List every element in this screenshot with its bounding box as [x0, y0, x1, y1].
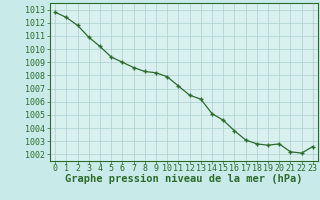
X-axis label: Graphe pression niveau de la mer (hPa): Graphe pression niveau de la mer (hPa)	[65, 174, 303, 184]
